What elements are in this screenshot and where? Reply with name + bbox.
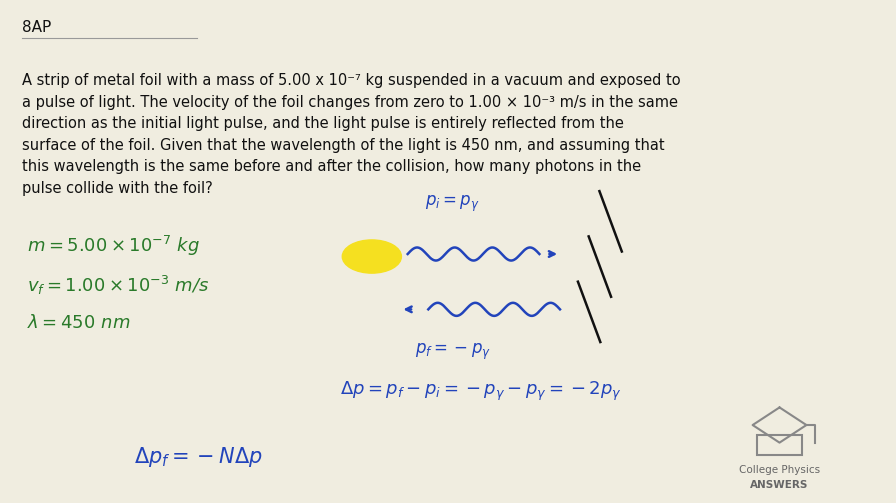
Text: ANSWERS: ANSWERS	[750, 480, 809, 490]
Text: $v_f = 1.00 \times 10^{-3}$ m/s: $v_f = 1.00 \times 10^{-3}$ m/s	[27, 274, 209, 297]
Circle shape	[342, 240, 401, 273]
Text: A strip of metal foil with a mass of 5.00 x 10⁻⁷ kg suspended in a vacuum and ex: A strip of metal foil with a mass of 5.0…	[22, 73, 681, 196]
Text: $p_f = -p_\gamma$: $p_f = -p_\gamma$	[415, 342, 490, 362]
Text: College Physics: College Physics	[739, 465, 820, 475]
Text: $\lambda = 450$ nm: $\lambda = 450$ nm	[27, 314, 130, 332]
Text: $\Delta p = p_f - p_i = -p_\gamma - p_\gamma = -2p_\gamma$: $\Delta p = p_f - p_i = -p_\gamma - p_\g…	[340, 380, 623, 403]
Text: $p_i = p_\gamma$: $p_i = p_\gamma$	[425, 194, 480, 214]
Text: $\Delta p_f = -N \Delta p$: $\Delta p_f = -N \Delta p$	[134, 445, 263, 469]
Text: 8AP: 8AP	[22, 20, 52, 35]
Text: $m = 5.00 \times 10^{-7}$ kg: $m = 5.00 \times 10^{-7}$ kg	[27, 234, 200, 258]
